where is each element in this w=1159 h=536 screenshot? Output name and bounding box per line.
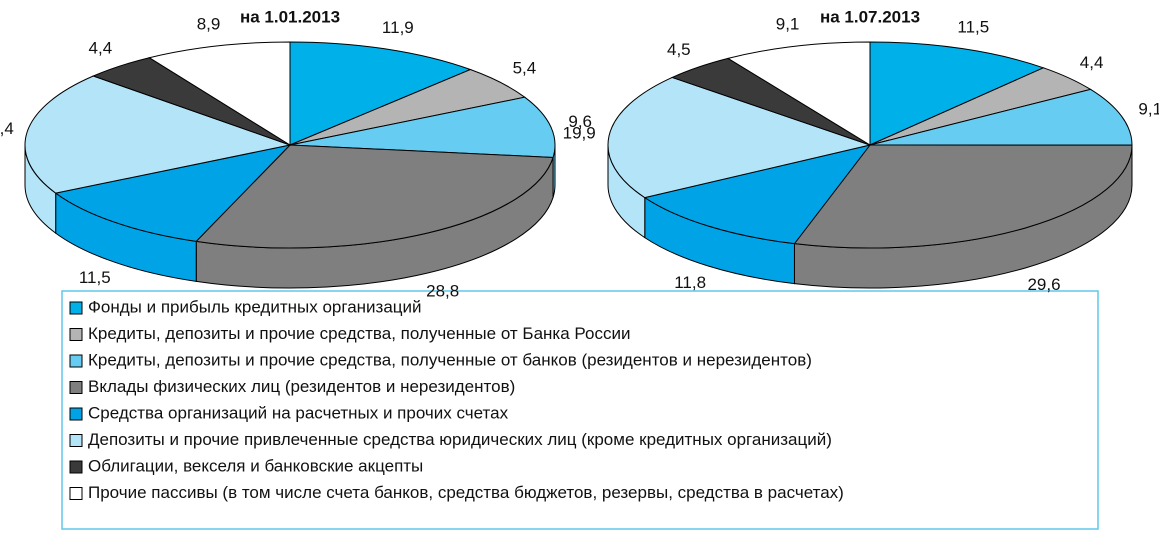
data-label: 4,5 — [667, 40, 691, 59]
data-label: 19,9 — [563, 123, 596, 142]
chart-title: на 1.07.2013 — [820, 7, 920, 26]
data-label: 11,9 — [382, 18, 414, 37]
legend-swatch — [69, 328, 83, 341]
data-label: 29,6 — [1027, 275, 1060, 294]
legend-swatch — [69, 381, 83, 394]
legend-label: Облигации, векселя и банковские акцепты — [88, 456, 423, 475]
legend-box — [61, 290, 1099, 530]
data-label: 9,6 — [568, 112, 592, 131]
slice — [289, 41, 472, 146]
slice — [607, 76, 872, 199]
data-label: 11,5 — [79, 268, 111, 287]
legend-label: Депозиты и прочие привлеченные средства … — [88, 430, 832, 449]
slice — [148, 41, 291, 146]
data-label: 11,5 — [957, 18, 989, 37]
data-label: 11,8 — [674, 273, 706, 292]
slice — [726, 41, 871, 146]
slice — [643, 144, 872, 245]
data-label: 28,8 — [426, 281, 459, 300]
data-label: 4,4 — [1080, 53, 1104, 72]
data-label: 5,4 — [513, 59, 537, 78]
legend-label: Кредиты, депозиты и прочие средства, пол… — [88, 324, 630, 343]
data-label: 19,4 — [0, 119, 14, 138]
chart-title: на 1.01.2013 — [240, 7, 340, 26]
slice — [289, 96, 556, 158]
data-label: 4,4 — [89, 39, 113, 58]
legend-swatch — [69, 354, 83, 368]
data-label: 9,1 — [776, 15, 800, 34]
legend-label: Фонды и прибыль кредитных организаций — [88, 297, 422, 316]
slice — [869, 41, 1045, 146]
slice — [24, 75, 292, 194]
slice — [195, 144, 554, 249]
legend-label: Вклады физических лиц (резидентов и нере… — [88, 377, 515, 396]
slice — [869, 88, 1133, 146]
legend-swatch — [69, 434, 83, 447]
data-label: 8,9 — [197, 14, 221, 33]
legend-swatch — [69, 460, 83, 474]
legend-label: Кредиты, депозиты и прочие средства, пол… — [88, 350, 812, 369]
legend-label: Средства организаций на расчетных и проч… — [88, 403, 509, 422]
legend-label: Прочие пассивы (в том числе счета банков… — [88, 483, 844, 502]
slice — [793, 144, 1133, 249]
slice — [54, 144, 292, 242]
data-label: 9,1 — [1138, 99, 1159, 118]
legend-swatch — [69, 487, 83, 500]
legend-swatch — [69, 407, 83, 421]
legend-swatch — [69, 301, 83, 315]
